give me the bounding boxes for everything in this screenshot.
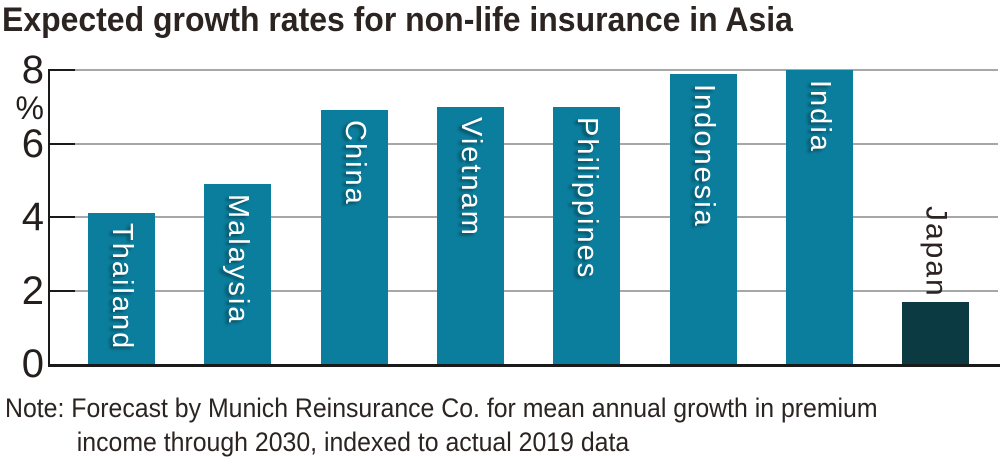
x-axis-line	[48, 364, 1000, 367]
bar-indonesia: Indonesia	[670, 73, 737, 364]
bar-label-vietnam: Vietnam	[455, 116, 487, 237]
bar-thailand: Thailand	[88, 213, 155, 364]
bar-label-indonesia: Indonesia	[688, 83, 720, 228]
plot-area: Thailand Malaysia China Vietnam Philippines I…	[48, 69, 1000, 367]
note-line-1: Note: Forecast by Munich Reinsurance Co.…	[5, 393, 878, 423]
bar-label-text-japan: Japan	[919, 205, 953, 298]
y-tick-label-0: 0	[21, 342, 44, 386]
bar-label-philippines: Philippines	[571, 116, 603, 280]
axis-tick-8	[48, 69, 75, 71]
bar-philippines: Philippines	[553, 106, 620, 364]
y-tick-label-4: 4	[21, 195, 44, 239]
y-tick-label-6: 6	[21, 121, 44, 166]
axis-tick-2	[48, 289, 75, 292]
bar-japan	[902, 301, 969, 364]
note-line-2: income through 2030, indexed to actual 2…	[76, 427, 630, 457]
y-axis-labels: % 0 2 4 6 8	[0, 50, 44, 384]
source-note: Note: Forecast by Munich Reinsurance Co.…	[5, 391, 1000, 459]
gridline-8	[50, 69, 998, 71]
y-tick-label-8: 8	[21, 48, 44, 92]
bar-china: China	[321, 110, 388, 364]
gridline-6	[50, 142, 998, 145]
bar-vietnam: Vietnam	[437, 106, 504, 364]
bar-label-malaysia: Malaysia	[222, 193, 254, 325]
bar-label-thailand: Thailand	[106, 223, 138, 351]
gridline-2	[50, 289, 998, 292]
bar-malaysia: Malaysia	[204, 183, 271, 364]
y-axis-line	[48, 70, 50, 367]
gridline-4	[50, 216, 998, 218]
axis-tick-4	[48, 216, 75, 218]
bar-label-china: China	[339, 120, 371, 207]
bar-india: India	[786, 70, 853, 364]
bar-label-japan: Japan	[902, 206, 969, 298]
y-axis-unit-label: %	[15, 90, 44, 126]
bar-label-india: India	[804, 80, 836, 153]
axis-tick-6	[48, 142, 75, 145]
y-tick-label-2: 2	[21, 268, 44, 313]
chart-title: Expected growth rates for non-life insur…	[2, 1, 793, 39]
